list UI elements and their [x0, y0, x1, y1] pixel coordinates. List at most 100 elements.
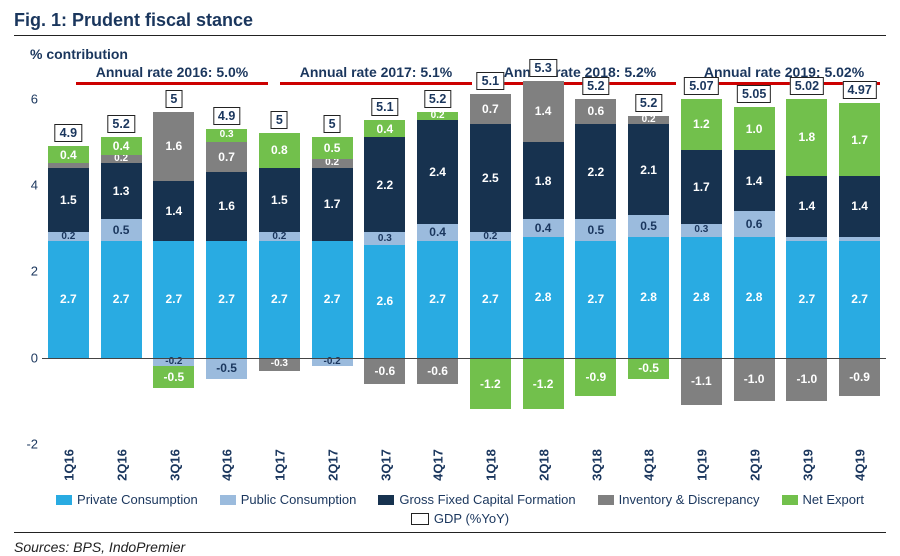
legend-item-gdp: GDP (%YoY)	[411, 511, 509, 526]
gdp-label: 5.2	[107, 115, 134, 133]
seg-public: 0.5	[575, 219, 616, 241]
seg-inv: -1.0	[786, 358, 827, 401]
gdp-label: 5.1	[477, 72, 504, 90]
seg-inv: -0.3	[259, 358, 300, 371]
x-tick-label: 2Q16	[104, 439, 138, 492]
x-tick-label: 1Q17	[262, 439, 296, 492]
gdp-label: 5.07	[684, 77, 718, 95]
bar-1Q19: 2.80.31.7-1.11.25.07	[678, 64, 725, 444]
seg-private: 2.7	[786, 241, 827, 358]
y-tick-label: -2	[26, 437, 38, 452]
figure-container: Fig. 1: Prudent fiscal stance % contribu…	[0, 0, 900, 556]
gdp-label: 5.02	[790, 77, 824, 95]
seg-inv: 0.7	[470, 94, 511, 124]
seg-netexp: -1.2	[523, 358, 564, 410]
bar-3Q16: 2.7-0.21.41.6-0.55	[151, 64, 198, 444]
chart-area: -20246 Annual rate 2016: 5.0%Annual rate…	[14, 64, 886, 444]
seg-netexp: 0.4	[48, 146, 89, 163]
seg-gfcf: 1.5	[259, 168, 300, 233]
seg-private: 2.7	[48, 241, 89, 358]
seg-inv: -1.0	[734, 358, 775, 401]
seg-public: 0.3	[364, 232, 405, 245]
bar-4Q19: 2.71.4-0.91.74.97	[836, 64, 883, 444]
seg-private: 2.7	[575, 241, 616, 358]
seg-gfcf: 1.8	[523, 142, 564, 220]
y-axis: -20246	[14, 64, 42, 444]
seg-gfcf: 2.2	[364, 137, 405, 232]
x-tick-label: 4Q16	[210, 439, 244, 492]
bar-4Q16: 2.7-0.51.60.70.34.9	[203, 64, 250, 444]
legend-swatch	[220, 495, 236, 505]
seg-private: 2.7	[206, 241, 247, 358]
x-tick-label: 1Q18	[473, 439, 507, 492]
seg-inv: 0.7	[206, 142, 247, 172]
seg-netexp: 0.5	[312, 137, 353, 159]
y-tick-label: 6	[31, 91, 38, 106]
y-tick-label: 2	[31, 264, 38, 279]
legend-item-public: Public Consumption	[220, 492, 357, 507]
legend-item-private: Private Consumption	[56, 492, 198, 507]
bar-2Q18: 2.80.41.81.4-1.25.3	[520, 64, 567, 444]
x-tick-label: 2Q17	[315, 439, 349, 492]
seg-public: -0.2	[153, 358, 194, 367]
gdp-label: 5	[165, 90, 182, 108]
legend-swatch	[411, 513, 429, 525]
y-axis-label: % contribution	[30, 46, 886, 62]
seg-private: 2.8	[523, 237, 564, 358]
seg-netexp: 1.0	[734, 107, 775, 150]
bar-3Q17: 2.60.32.2-0.60.45.1	[362, 64, 409, 444]
seg-inv	[48, 163, 89, 167]
bar-4Q18: 2.80.52.10.2-0.55.2	[625, 64, 672, 444]
seg-private: 2.7	[470, 241, 511, 358]
seg-netexp: 0.4	[101, 137, 142, 154]
seg-private: 2.8	[734, 237, 775, 358]
seg-inv: -0.6	[417, 358, 458, 384]
bar-1Q16: 2.70.21.50.44.9	[45, 64, 92, 444]
seg-public	[839, 237, 880, 241]
seg-private: 2.7	[312, 241, 353, 358]
seg-inv: 1.6	[153, 112, 194, 181]
x-tick-label: 1Q19	[684, 439, 718, 492]
x-tick-label: 2Q18	[526, 439, 560, 492]
sources-text: Sources: BPS, IndoPremier	[14, 532, 886, 555]
x-tick-label: 4Q17	[421, 439, 455, 492]
seg-gfcf: 2.1	[628, 124, 669, 215]
bar-4Q17: 2.70.42.4-0.60.25.2	[414, 64, 461, 444]
legend-item-inv: Inventory & Discrepancy	[598, 492, 760, 507]
bar-3Q19: 2.71.4-1.01.85.02	[784, 64, 831, 444]
seg-gfcf: 2.5	[470, 124, 511, 232]
seg-inv: 0.2	[628, 116, 669, 125]
seg-gfcf: 1.4	[786, 176, 827, 236]
seg-public: 0.3	[681, 224, 722, 237]
gdp-label: 5.05	[737, 85, 771, 103]
seg-netexp: -0.5	[153, 366, 194, 388]
gdp-label: 4.97	[842, 81, 876, 99]
seg-public: 0.2	[259, 232, 300, 241]
seg-netexp: 0.8	[259, 133, 300, 168]
seg-inv: -0.6	[364, 358, 405, 384]
x-tick-label: 3Q19	[790, 439, 824, 492]
seg-gfcf: 1.7	[312, 168, 353, 241]
gdp-label: 4.9	[55, 124, 82, 142]
legend-swatch	[56, 495, 72, 505]
seg-private: 2.7	[101, 241, 142, 358]
seg-public: 0.4	[417, 224, 458, 241]
seg-private: 2.6	[364, 245, 405, 357]
legend-label: Inventory & Discrepancy	[619, 492, 760, 507]
figure-title: Fig. 1: Prudent fiscal stance	[14, 10, 886, 36]
seg-public: 0.5	[628, 215, 669, 237]
seg-inv: 0.6	[575, 99, 616, 125]
gdp-label: 5.2	[424, 90, 451, 108]
x-tick-label: 3Q17	[368, 439, 402, 492]
seg-public: 0.4	[523, 219, 564, 236]
legend-label: GDP (%YoY)	[434, 511, 509, 526]
seg-inv: 1.4	[523, 81, 564, 141]
seg-gfcf: 1.7	[681, 150, 722, 223]
seg-private: 2.7	[839, 241, 880, 358]
gdp-label: 5.2	[582, 77, 609, 95]
seg-private: 2.8	[628, 237, 669, 358]
gdp-label: 5	[324, 115, 341, 133]
seg-gfcf: 1.5	[48, 168, 89, 233]
legend-label: Net Export	[803, 492, 864, 507]
zero-line	[42, 358, 886, 359]
